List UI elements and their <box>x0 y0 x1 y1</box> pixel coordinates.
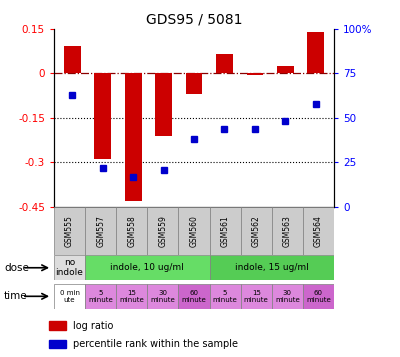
Text: time: time <box>4 291 28 301</box>
Text: 30
minute: 30 minute <box>150 290 175 303</box>
Text: 15
minute: 15 minute <box>244 290 268 303</box>
Text: 5
minute: 5 minute <box>88 290 113 303</box>
Text: indole, 10 ug/ml: indole, 10 ug/ml <box>110 263 184 272</box>
Text: GSM558: GSM558 <box>127 215 136 247</box>
Text: log ratio: log ratio <box>73 321 114 331</box>
Text: GSM560: GSM560 <box>190 215 198 247</box>
Text: no
indole: no indole <box>56 258 84 277</box>
Bar <box>307 31 324 73</box>
Text: GSM561: GSM561 <box>221 215 230 247</box>
Bar <box>303 284 334 309</box>
Bar <box>85 255 210 280</box>
Bar <box>272 284 303 309</box>
Bar <box>85 284 116 309</box>
Text: 0 min
ute: 0 min ute <box>60 290 80 303</box>
Text: dose: dose <box>4 263 29 273</box>
Bar <box>85 207 116 255</box>
Text: 60
minute: 60 minute <box>306 290 331 303</box>
Bar <box>155 73 172 136</box>
Bar <box>216 54 233 73</box>
Bar <box>94 73 111 160</box>
Bar <box>125 73 142 201</box>
Bar <box>50 340 66 348</box>
Text: GSM555: GSM555 <box>65 215 74 247</box>
Bar <box>54 255 85 280</box>
Bar <box>272 207 303 255</box>
Bar <box>64 46 81 73</box>
Text: GSM564: GSM564 <box>314 215 323 247</box>
Text: GSM559: GSM559 <box>158 215 167 247</box>
Bar <box>210 255 334 280</box>
Bar <box>210 284 241 309</box>
Bar <box>303 207 334 255</box>
Text: GSM562: GSM562 <box>252 215 261 247</box>
Text: 5
minute: 5 minute <box>213 290 238 303</box>
Bar <box>277 66 294 73</box>
Bar <box>116 284 147 309</box>
Bar <box>178 207 210 255</box>
Text: percentile rank within the sample: percentile rank within the sample <box>73 339 238 349</box>
Bar <box>147 207 178 255</box>
Bar <box>54 284 85 309</box>
Bar <box>50 321 66 330</box>
Text: 30
minute: 30 minute <box>275 290 300 303</box>
Text: GSM563: GSM563 <box>283 215 292 247</box>
Text: 15
minute: 15 minute <box>120 290 144 303</box>
Bar <box>186 73 202 94</box>
Text: GSM557: GSM557 <box>96 215 105 247</box>
Title: GDS95 / 5081: GDS95 / 5081 <box>146 12 242 26</box>
Bar <box>54 207 85 255</box>
Text: 60
minute: 60 minute <box>182 290 206 303</box>
Bar <box>178 284 210 309</box>
Text: indole, 15 ug/ml: indole, 15 ug/ml <box>235 263 309 272</box>
Bar <box>241 284 272 309</box>
Bar <box>210 207 241 255</box>
Bar <box>116 207 147 255</box>
Bar <box>147 284 178 309</box>
Bar <box>241 207 272 255</box>
Bar <box>246 73 263 75</box>
